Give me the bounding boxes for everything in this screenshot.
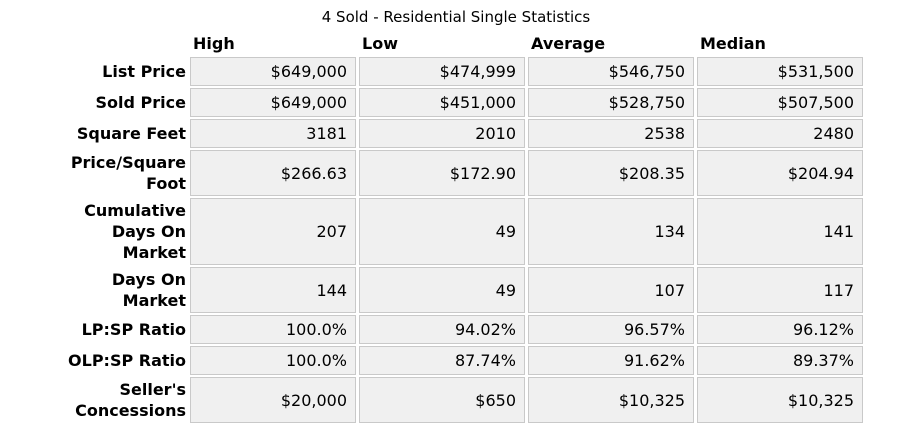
table-row-sold-price: Sold Price $649,000 $451,000 $528,750 $5…: [3, 88, 863, 117]
cell-price-per-square-foot-median: $204.94: [697, 150, 863, 196]
cell-sold-price-median: $507,500: [697, 88, 863, 117]
row-label-olp-sp-ratio: OLP:SP Ratio: [68, 351, 186, 370]
statistics-table: High Low Average Median List Price $649,…: [0, 30, 866, 425]
cell-cumulative-days-on-market-low: 49: [359, 198, 525, 265]
cell-days-on-market-low: 49: [359, 267, 525, 313]
table-row-sellers-concessions: Seller's Concessions $20,000 $650 $10,32…: [3, 377, 863, 423]
cell-square-feet-low: 2010: [359, 119, 525, 148]
cell-lp-sp-ratio-low: 94.02%: [359, 315, 525, 344]
table-row-list-price: List Price $649,000 $474,999 $546,750 $5…: [3, 57, 863, 86]
cell-list-price-low: $474,999: [359, 57, 525, 86]
cell-olp-sp-ratio-average: 91.62%: [528, 346, 694, 375]
row-label-cumulative-days-on-market: Cumulative Days On Market: [84, 201, 186, 262]
cell-sold-price-average: $528,750: [528, 88, 694, 117]
cell-days-on-market-median: 117: [697, 267, 863, 313]
cell-sellers-concessions-median: $10,325: [697, 377, 863, 423]
cell-sellers-concessions-high: $20,000: [190, 377, 356, 423]
cell-lp-sp-ratio-high: 100.0%: [190, 315, 356, 344]
row-label-lp-sp-ratio: LP:SP Ratio: [81, 320, 186, 339]
corner-cell: [3, 32, 187, 55]
row-label-price-per-square-foot: Price/Square Foot: [70, 153, 186, 193]
table-row-olp-sp-ratio: OLP:SP Ratio 100.0% 87.74% 91.62% 89.37%: [3, 346, 863, 375]
cell-days-on-market-high: 144: [190, 267, 356, 313]
cell-cumulative-days-on-market-average: 134: [528, 198, 694, 265]
cell-price-per-square-foot-high: $266.63: [190, 150, 356, 196]
cell-list-price-median: $531,500: [697, 57, 863, 86]
header-row: High Low Average Median: [3, 32, 863, 55]
row-label-square-feet: Square Feet: [76, 124, 186, 143]
cell-lp-sp-ratio-median: 96.12%: [697, 315, 863, 344]
cell-olp-sp-ratio-median: 89.37%: [697, 346, 863, 375]
table-row-square-feet: Square Feet 3181 2010 2538 2480: [3, 119, 863, 148]
column-header-average: Average: [531, 34, 606, 53]
cell-lp-sp-ratio-average: 96.57%: [528, 315, 694, 344]
cell-olp-sp-ratio-high: 100.0%: [190, 346, 356, 375]
cell-sold-price-low: $451,000: [359, 88, 525, 117]
cell-price-per-square-foot-low: $172.90: [359, 150, 525, 196]
row-label-list-price: List Price: [102, 62, 186, 81]
table-row-cumulative-days-on-market: Cumulative Days On Market 207 49 134 141: [3, 198, 863, 265]
column-header-high: High: [193, 34, 235, 53]
column-header-median: Median: [700, 34, 766, 53]
cell-list-price-average: $546,750: [528, 57, 694, 86]
cell-square-feet-high: 3181: [190, 119, 356, 148]
row-label-sellers-concessions: Seller's Concessions: [75, 380, 186, 420]
cell-square-feet-median: 2480: [697, 119, 863, 148]
cell-sold-price-high: $649,000: [190, 88, 356, 117]
column-header-low: Low: [362, 34, 398, 53]
statistics-page: 4 Sold - Residential Single Statistics H…: [0, 8, 866, 425]
cell-days-on-market-average: 107: [528, 267, 694, 313]
cell-sellers-concessions-average: $10,325: [528, 377, 694, 423]
cell-cumulative-days-on-market-median: 141: [697, 198, 863, 265]
cell-square-feet-average: 2538: [528, 119, 694, 148]
cell-list-price-high: $649,000: [190, 57, 356, 86]
row-label-days-on-market: Days On Market: [111, 270, 186, 310]
table-row-lp-sp-ratio: LP:SP Ratio 100.0% 94.02% 96.57% 96.12%: [3, 315, 863, 344]
cell-olp-sp-ratio-low: 87.74%: [359, 346, 525, 375]
cell-cumulative-days-on-market-high: 207: [190, 198, 356, 265]
cell-price-per-square-foot-average: $208.35: [528, 150, 694, 196]
cell-sellers-concessions-low: $650: [359, 377, 525, 423]
table-row-days-on-market: Days On Market 144 49 107 117: [3, 267, 863, 313]
table-row-price-per-square-foot: Price/Square Foot $266.63 $172.90 $208.3…: [3, 150, 863, 196]
row-label-sold-price: Sold Price: [95, 93, 186, 112]
page-title: 4 Sold - Residential Single Statistics: [321, 8, 591, 26]
